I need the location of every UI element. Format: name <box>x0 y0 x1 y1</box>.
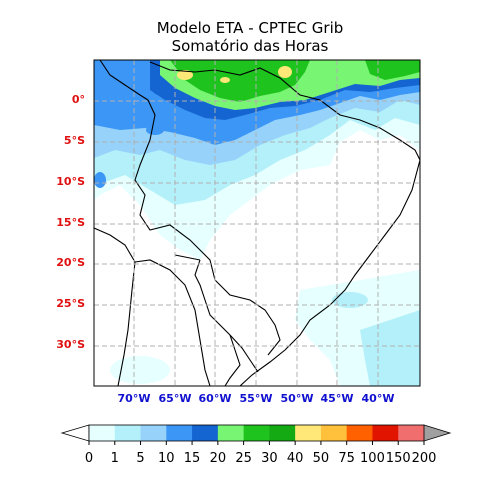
lon-label: 40°W <box>361 392 395 405</box>
lat-label: 10°S <box>56 175 85 188</box>
colorbar-swatch <box>140 425 167 441</box>
colorbar-over-arrow <box>423 424 452 442</box>
colorbar-swatch <box>114 425 142 441</box>
lon-label: 65°W <box>158 392 192 405</box>
chart-title: Modelo ETA - CPTEC Grib <box>156 19 344 37</box>
colorbar-swatch <box>398 425 425 441</box>
colorbar-tick-label: 5 <box>136 451 145 466</box>
gridlines <box>94 60 420 386</box>
colorbar-tick-label: 30 <box>261 451 278 466</box>
lon-label: 45°W <box>320 392 354 405</box>
map-frame <box>93 59 421 387</box>
colorbar-tick-label: 25 <box>235 451 252 466</box>
colorbar-swatch <box>243 425 270 441</box>
lat-label: 30°S <box>56 338 85 351</box>
colorbar-tick-label: 75 <box>338 451 355 466</box>
colorbar-tick-label: 40 <box>286 451 304 466</box>
lat-label: 25°S <box>56 297 85 310</box>
colorbar-swatch <box>166 425 193 441</box>
colorbar <box>60 424 452 445</box>
lon-label: 60°W <box>198 392 232 405</box>
colorbar-swatch <box>295 425 322 441</box>
colorbar-swatch <box>320 425 348 441</box>
colorbar-tick-label: 200 <box>411 451 437 466</box>
lon-label: 55°W <box>239 392 273 405</box>
colorbar-tick-label: 0 <box>84 451 94 466</box>
chart-subtitle: Somatório das Horas <box>171 37 329 55</box>
colorbar-tick-label: 50 <box>312 451 330 466</box>
colorbar-tick-label: 20 <box>209 451 227 466</box>
colorbar-tick-label: 100 <box>360 451 385 466</box>
lat-label: 0° <box>71 93 85 106</box>
colorbar-swatch <box>372 425 399 441</box>
colorbar-swatch <box>269 425 296 441</box>
lat-label: 15°S <box>56 216 85 229</box>
lat-label: 5°S <box>63 134 85 147</box>
colorbar-swatch <box>89 425 116 441</box>
colorbar-under-arrow <box>60 424 90 442</box>
colorbar-swatch <box>217 425 245 441</box>
lon-label: 70°W <box>117 392 151 405</box>
colorbar-tick-label: 15 <box>183 451 201 466</box>
colorbar-swatch <box>192 425 219 441</box>
precipitation-field <box>94 60 420 386</box>
lat-label: 20°S <box>56 256 85 269</box>
lon-label: 50°W <box>280 392 314 405</box>
colorbar-tick-label: 10 <box>158 451 175 466</box>
colorbar-tick-label: 150 <box>385 451 411 466</box>
colorbar-swatch <box>346 425 373 441</box>
colorbar-tick-label: 1 <box>110 451 119 466</box>
